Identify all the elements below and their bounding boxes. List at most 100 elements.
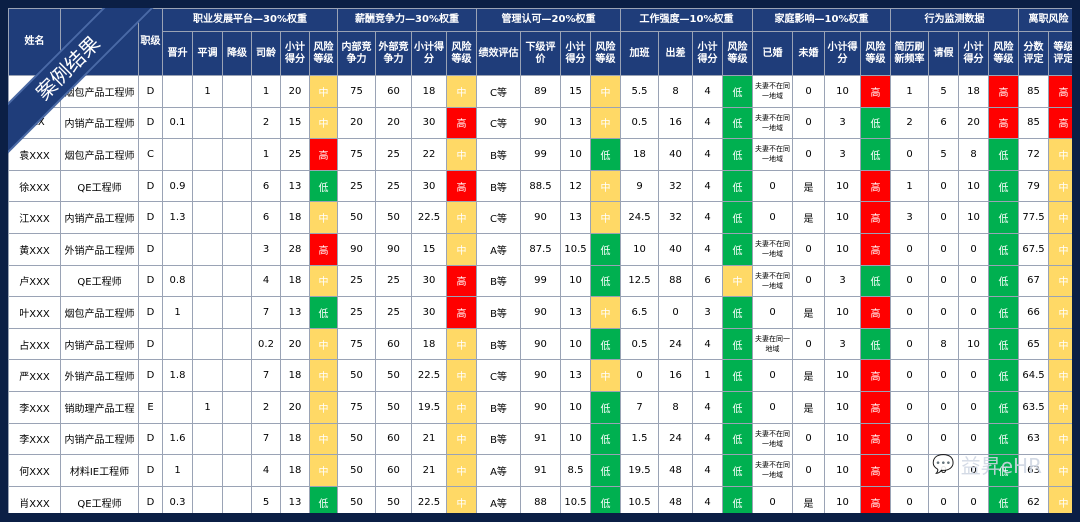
employee-role: 外销产品工程师: [60, 232, 139, 266]
data-cell: 18: [411, 75, 447, 108]
risk-badge: 中: [446, 327, 477, 361]
risk-badge: 中: [446, 75, 477, 108]
employee-name: 李XXX: [8, 390, 61, 424]
data-cell: 22: [411, 138, 447, 171]
data-cell: 13: [280, 485, 310, 513]
subheader-cell: 小计得分: [411, 31, 447, 76]
risk-badge: 低: [590, 232, 621, 266]
subheader-cell: 出差: [658, 31, 693, 76]
risk-badge: 低: [988, 169, 1019, 203]
data-cell: 90: [520, 106, 561, 140]
data-cell: 60: [375, 327, 412, 361]
risk-badge: 低: [988, 454, 1019, 487]
data-cell: [222, 422, 252, 456]
data-cell: 0: [928, 485, 959, 513]
table-row: 李XXX 销助理产品工程 E 1 2 20 中 75 50 19.5 中 B等 90 10 低 7 8 4 低 0 是 1…: [8, 390, 1072, 424]
risk-badge: 中: [722, 264, 753, 298]
risk-badge: 低: [988, 390, 1019, 424]
data-cell: 4: [692, 485, 723, 513]
subheader-cell: 请假: [928, 31, 959, 76]
data-cell: [192, 359, 223, 392]
data-cell: 0: [958, 359, 989, 392]
risk-badge: 低: [590, 327, 621, 361]
data-cell: 10: [560, 327, 591, 361]
data-cell: 63: [1018, 454, 1049, 487]
data-cell: C等: [476, 75, 521, 108]
data-cell: 8: [958, 138, 989, 171]
employee-role: QE工程师: [60, 485, 139, 513]
data-cell: 10: [560, 422, 591, 456]
subheader-cell: 风险等级: [590, 31, 621, 76]
data-cell: 12: [560, 169, 591, 203]
data-cell: 10: [824, 390, 861, 424]
data-cell: 2: [251, 106, 281, 140]
data-cell: 32: [658, 201, 693, 234]
data-cell: 2: [890, 106, 929, 140]
data-cell: 0: [792, 106, 825, 140]
data-cell: 0: [958, 264, 989, 298]
data-cell: B等: [476, 169, 521, 203]
risk-badge: 中: [309, 106, 338, 140]
data-cell: 10.5: [560, 485, 591, 513]
employee-role: QE工程师: [60, 169, 139, 203]
data-cell: C等: [476, 359, 521, 392]
data-cell: 20: [280, 75, 310, 108]
data-cell: 25: [337, 169, 376, 203]
data-cell: [222, 201, 252, 234]
data-cell: 夫妻不在同一地域: [752, 232, 793, 266]
data-cell: 1.3: [162, 201, 193, 234]
data-cell: 10: [824, 359, 861, 392]
risk-badge: 中: [1048, 169, 1072, 203]
risk-badge: 低: [722, 327, 753, 361]
header-grade: 职级: [138, 8, 163, 76]
risk-badge: 中: [309, 454, 338, 487]
data-cell: 90: [520, 390, 561, 424]
data-cell: 64.5: [1018, 359, 1049, 392]
data-cell: 77.5: [1018, 201, 1049, 234]
data-cell: 67.5: [1018, 232, 1049, 266]
employee-name: 占XXX: [8, 327, 61, 361]
data-cell: 20: [280, 327, 310, 361]
table-row: 何XXX 材料IE工程师 D 1 4 18 中 50 60 21 中 A等 91 8.5 低 19.5 48 4 低…: [8, 454, 1072, 487]
data-cell: 4: [692, 75, 723, 108]
risk-badge: 高: [860, 201, 891, 234]
data-cell: 22.5: [411, 359, 447, 392]
risk-badge: 低: [722, 422, 753, 456]
data-cell: 50: [337, 454, 376, 487]
data-cell: [222, 327, 252, 361]
risk-badge: 低: [722, 106, 753, 140]
data-cell: [162, 390, 193, 424]
table-row: 袁XXX 烟包产品工程师 C 1 25 高 75 25 22 中 B等 99 10 低 18 40 4 低夫妻不在…: [8, 138, 1072, 171]
table-row: 徐XXX QE工程师 D 0.9 6 13 低 25 25 30 高 B等 88.5 12 中 9 32 4 低 0 是…: [8, 169, 1072, 203]
risk-badge: 低: [309, 485, 338, 513]
employee-grade: D: [138, 296, 163, 329]
data-cell: 0.5: [620, 327, 659, 361]
data-cell: A等: [476, 454, 521, 487]
risk-badge: 高: [309, 232, 338, 266]
data-cell: 63.5: [1018, 390, 1049, 424]
employee-role: 销助理产品工程: [60, 390, 139, 424]
subheader-cell: 风险等级: [722, 31, 753, 76]
risk-badge: 高: [446, 296, 477, 329]
header-name: 姓名: [8, 8, 61, 76]
data-cell: 13: [560, 201, 591, 234]
risk-badge: 高: [446, 106, 477, 140]
subheader-cell: 降级: [222, 31, 252, 76]
data-cell: 0: [890, 485, 929, 513]
risk-badge: 高: [860, 75, 891, 108]
risk-badge: 低: [309, 169, 338, 203]
data-cell: 10: [824, 169, 861, 203]
data-cell: 16: [658, 106, 693, 140]
data-cell: 8: [658, 75, 693, 108]
data-cell: 4: [692, 232, 723, 266]
risk-badge: 中: [1048, 390, 1072, 424]
group-workload: 工作强度—10%权重: [620, 8, 753, 32]
data-cell: 0.3: [162, 485, 193, 513]
table-row: 烟包产品工程师 D 1 1 20 中 75 60 18 中 C等 89 15 中 5.5 8 4 低夫妻不在同一地…: [8, 75, 1072, 108]
risk-badge: 高: [446, 264, 477, 298]
subheader-cell: 风险等级: [988, 31, 1019, 76]
subheader-cell: 小计得分: [560, 31, 591, 76]
risk-badge: 低: [860, 264, 891, 298]
data-cell: 30: [411, 106, 447, 140]
data-cell: 0: [928, 201, 959, 234]
